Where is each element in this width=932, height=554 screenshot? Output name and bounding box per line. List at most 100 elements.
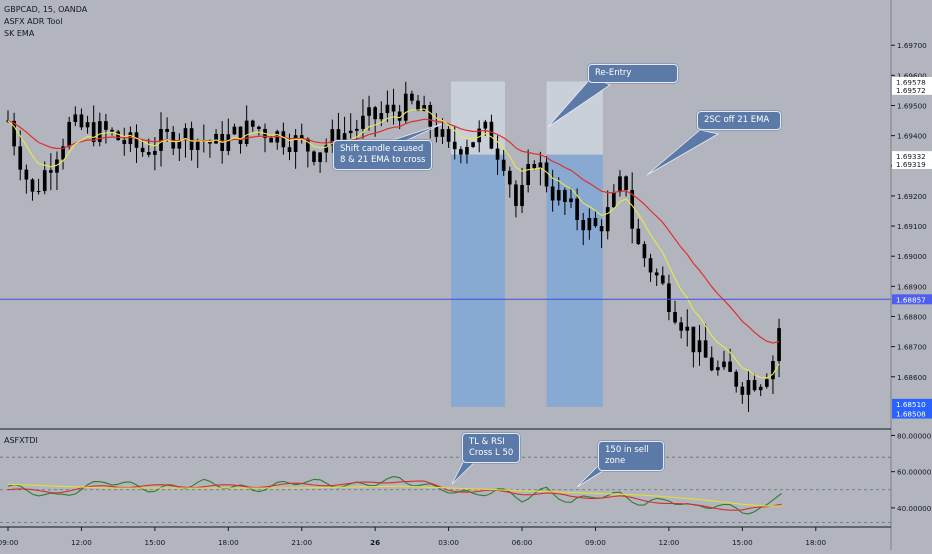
price-flag-label-bg (892, 151, 932, 162)
candle-body (299, 135, 304, 139)
candle-body (73, 114, 78, 122)
candle-body (153, 150, 157, 155)
candle-body (477, 128, 482, 143)
candle-body (373, 107, 378, 120)
candle-body (550, 186, 555, 201)
candle-body (367, 107, 371, 116)
candle-body (324, 145, 329, 153)
candle-body (134, 132, 139, 148)
candle-body (648, 258, 653, 273)
current-price-label: 1.68857 (896, 295, 926, 304)
candle-body (361, 115, 365, 129)
time-tick-label: 09:00 (0, 538, 19, 547)
candle-body (336, 129, 341, 147)
candle-body (459, 149, 463, 155)
annotation-sell-zone[interactable]: 150 in sell zone (598, 441, 664, 471)
candle-body (238, 126, 243, 144)
candle-body (128, 132, 133, 145)
candle-body (563, 189, 567, 203)
candle-body (183, 128, 188, 141)
candle-body (746, 380, 751, 395)
annotation-2sc[interactable]: 2SC off 21 EMA (697, 111, 781, 130)
candle-body (605, 207, 610, 232)
candle-body (416, 100, 420, 111)
symbol-title: GBPCAD, 15, OANDA (4, 5, 88, 14)
candle-body (618, 176, 622, 193)
candle-body (611, 192, 616, 208)
candle-body (422, 105, 426, 111)
time-tick-label: 15:00 (732, 538, 753, 547)
time-tick-label: 18:00 (805, 538, 826, 547)
tdi-tick-label: 80.00000 (897, 431, 932, 440)
candle-body (403, 93, 408, 121)
candle-body (507, 170, 512, 185)
annotation-tl-rsi[interactable]: TL & RSI Cross L 50 (462, 433, 521, 463)
candle-body (348, 130, 353, 134)
candle-body (159, 128, 163, 151)
candle-body (489, 121, 494, 149)
zone-price-label-bg (892, 408, 932, 419)
candle-body (777, 328, 781, 362)
annotation-shift-candle[interactable]: Shift candle caused 8 & 21 EMA to cross (333, 140, 433, 170)
indicator-adr-label: ASFX ADR Tool (4, 17, 63, 26)
candle-body (42, 170, 47, 192)
candle-body (214, 133, 218, 144)
time-tick-label: 12:00 (71, 538, 92, 547)
candle-body (232, 126, 237, 135)
candle-body (520, 184, 524, 207)
candle-body (318, 152, 322, 163)
candle-body (250, 120, 255, 127)
price-flag-label: 1.69572 (896, 86, 926, 95)
price-tick-label: 1.69100 (897, 222, 927, 231)
candle-body (385, 104, 390, 114)
candle-body (679, 322, 683, 331)
candle-body (116, 131, 120, 140)
candle-body (587, 217, 592, 231)
candle-body (434, 126, 439, 137)
price-tick-label: 1.68600 (897, 373, 927, 382)
price-flag-label: 1.69332 (896, 152, 926, 161)
candle-body (673, 311, 677, 323)
candle-body (79, 114, 84, 128)
candle-body (244, 120, 249, 144)
candle-body (764, 379, 769, 387)
candle-body (660, 275, 665, 284)
candle-body (226, 134, 231, 152)
candle-body (734, 371, 739, 387)
tdi-red-line (7, 480, 782, 511)
candle-body (465, 146, 469, 155)
candle-body (685, 326, 690, 331)
price-tick-label: 1.69200 (897, 192, 927, 201)
candle-body (24, 169, 29, 180)
candle-body (165, 128, 169, 132)
candle-body (532, 164, 537, 168)
candle-body (208, 141, 212, 144)
candle-body (654, 272, 659, 276)
candle-body (728, 361, 732, 372)
candle-body (410, 93, 414, 101)
candle-body (581, 219, 586, 231)
current-price-label-bg (892, 294, 932, 305)
candle-body (177, 140, 182, 149)
candle-body (195, 140, 200, 151)
candle-body (61, 146, 65, 160)
pointer-2sc (646, 129, 720, 176)
candle-body (97, 121, 102, 143)
price-tick-label: 1.69000 (897, 252, 927, 261)
candle-body (483, 121, 488, 129)
candle-body (495, 148, 500, 160)
candle-body (306, 138, 310, 152)
subpane-title: ASFXTDI (4, 436, 38, 445)
time-tick-label: 18:00 (218, 538, 239, 547)
annotation-reentry[interactable]: Re-Entry (588, 64, 678, 83)
price-tick-label: 1.69600 (897, 71, 927, 80)
candle-body (104, 121, 108, 130)
candle-body (630, 190, 635, 229)
time-tick-label: 21:00 (291, 538, 312, 547)
candle-body (716, 367, 720, 371)
candle-body (703, 340, 708, 358)
candle-body (752, 380, 757, 391)
